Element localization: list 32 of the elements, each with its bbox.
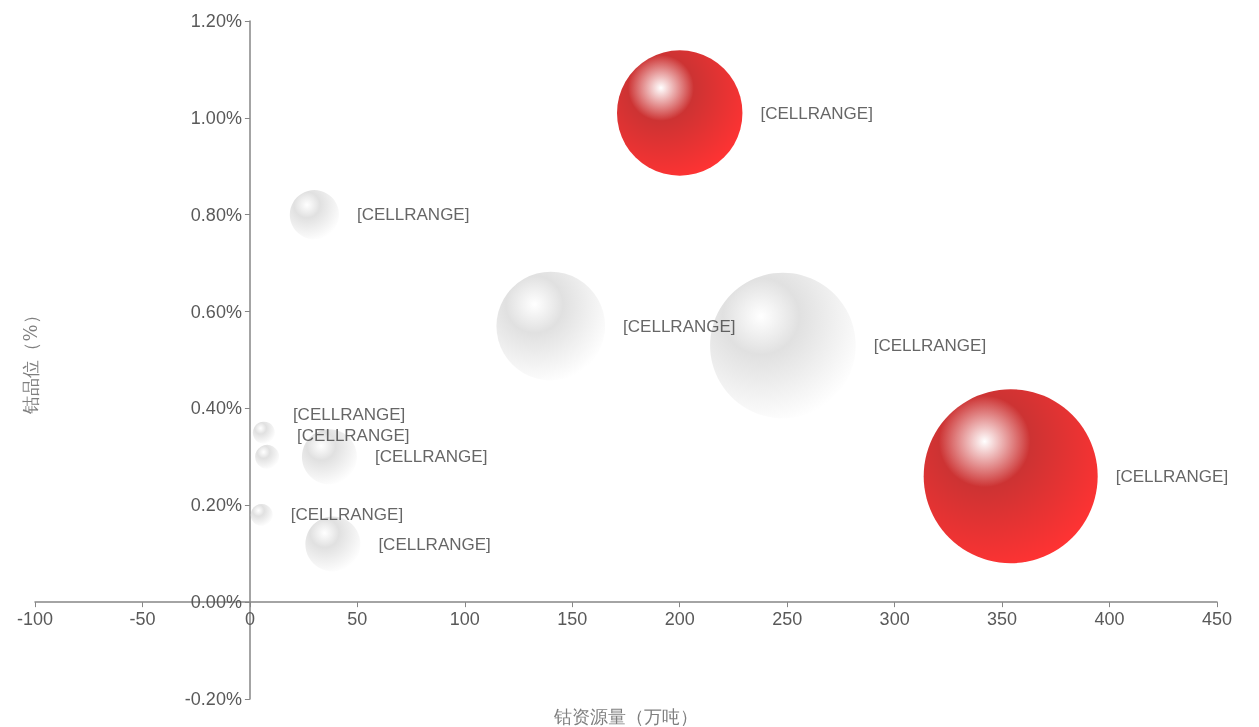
y-tick-label: 1.20% bbox=[190, 11, 242, 31]
data-label: [CELLRANGE] bbox=[356, 205, 470, 225]
y-tick-label: 0.80% bbox=[190, 204, 242, 225]
data-label: [CELLRANGE] bbox=[378, 534, 491, 554]
data-label: [CELLRANGE] bbox=[873, 335, 987, 355]
y-tick-label: 0.00% bbox=[190, 592, 242, 613]
x-tick-label: 150 bbox=[557, 609, 588, 630]
x-tick-label: -50 bbox=[129, 609, 156, 630]
x-tick-label: 200 bbox=[664, 609, 695, 630]
data-label: [CELLRANGE] bbox=[297, 426, 410, 446]
x-tick-label: 250 bbox=[772, 609, 803, 630]
x-tick-label: 100 bbox=[449, 609, 480, 630]
data-label: [CELLRANGE] bbox=[760, 103, 873, 123]
data-label: [CELLRANGE] bbox=[374, 447, 488, 467]
x-tick-label: 300 bbox=[879, 609, 910, 630]
x-tick-label: 350 bbox=[987, 609, 1018, 630]
data-label: [CELLRANGE] bbox=[623, 316, 736, 336]
y-tick-label: 1.00% bbox=[190, 107, 242, 128]
data-label: [CELLRANGE] bbox=[292, 405, 406, 425]
y-tick-label: 0.40% bbox=[190, 398, 242, 419]
y-axis-title: 钴品位（%） bbox=[20, 306, 42, 415]
y-tick-label: 0.60% bbox=[190, 301, 242, 322]
x-axis-title: 钴资源量（万吨） bbox=[553, 705, 698, 727]
y-tick-label: 0.20% bbox=[190, 495, 242, 516]
x-tick-label: 450 bbox=[1201, 609, 1233, 630]
x-tick-label: 0 bbox=[244, 609, 255, 630]
y-tick-label: -0.20% bbox=[184, 689, 242, 709]
data-label: [CELLRANGE] bbox=[1115, 466, 1229, 486]
data-label: [CELLRANGE] bbox=[290, 505, 404, 525]
x-tick-label: -100 bbox=[16, 609, 54, 630]
x-tick-label: 50 bbox=[347, 609, 368, 630]
x-tick-label: 400 bbox=[1094, 609, 1125, 630]
